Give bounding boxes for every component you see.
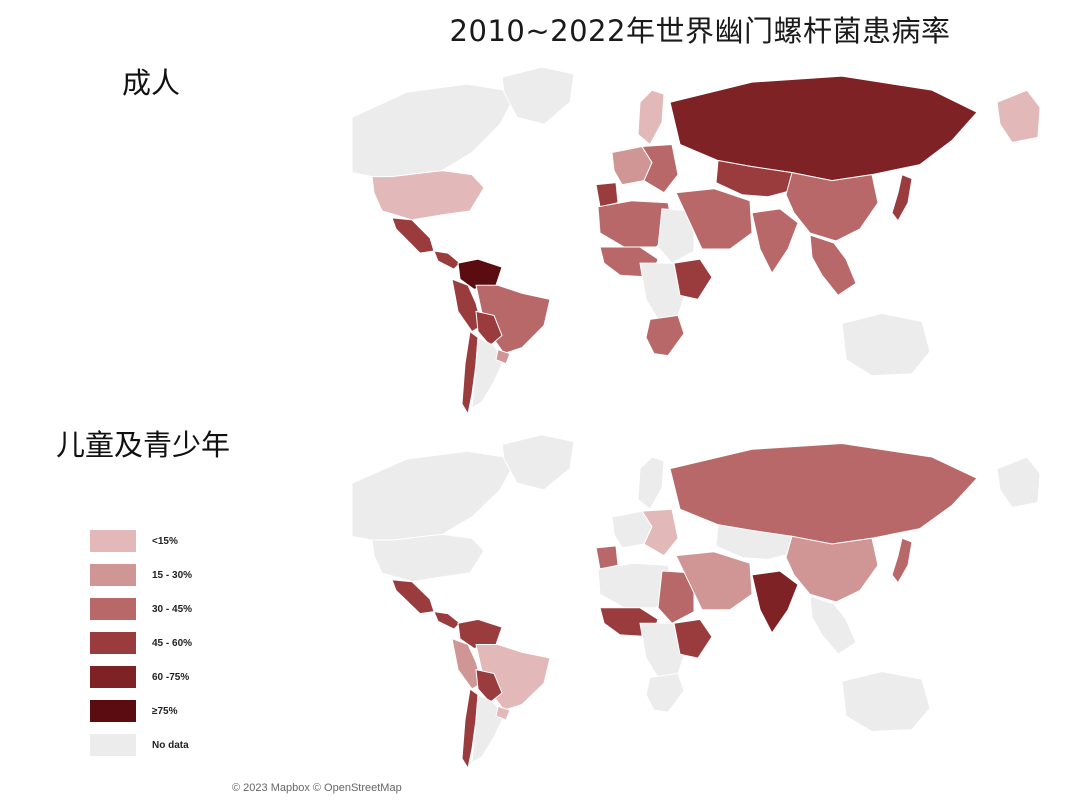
region-central-america[interactable] [433, 250, 461, 270]
legend-swatch [90, 530, 136, 552]
region-greenland[interactable] [501, 434, 575, 491]
legend-item-nodata: No data [90, 732, 240, 766]
region-usa[interactable] [371, 533, 485, 583]
legend-label: No data [152, 740, 189, 751]
region-japan[interactable] [891, 537, 913, 584]
legend-item-30-45: 30 - 45% [90, 596, 240, 630]
adult-prevalence-map[interactable] [232, 60, 1080, 424]
legend-item-60-75: 60 -75% [90, 664, 240, 698]
region-canada[interactable] [351, 450, 518, 541]
region-scandinavia[interactable] [637, 456, 665, 510]
legend-label: 45 - 60% [152, 638, 193, 649]
adult-map-label: 成人 [122, 66, 181, 100]
region-japan[interactable] [891, 173, 913, 222]
region-scandinavia[interactable] [637, 89, 665, 146]
legend-label: 15 - 30% [152, 570, 193, 581]
region-middle-east[interactable] [675, 188, 753, 250]
region-argentina[interactable] [471, 694, 505, 764]
legend-swatch [90, 666, 136, 688]
region-usa[interactable] [371, 170, 485, 221]
region-central-asia[interactable] [715, 159, 799, 198]
child-map-svg [351, 434, 1041, 770]
region-central-asia[interactable] [715, 524, 799, 560]
region-central-america[interactable] [433, 611, 461, 630]
region-southeast-asia[interactable] [809, 595, 857, 655]
legend-label: ≥75% [152, 706, 178, 717]
region-australia[interactable] [841, 312, 931, 377]
region-mexico[interactable] [391, 217, 435, 254]
adult-map-svg [351, 66, 1041, 416]
region-bolivia-paraguay[interactable] [475, 669, 503, 704]
region-eastern-europe[interactable] [641, 143, 679, 194]
region-uruguay[interactable] [495, 348, 511, 365]
region-alaska[interactable] [996, 456, 1041, 508]
region-alaska[interactable] [996, 89, 1041, 144]
legend-swatch [90, 598, 136, 620]
region-india[interactable] [751, 570, 799, 634]
region-russia[interactable] [669, 443, 978, 545]
region-eastern-europe[interactable] [641, 508, 679, 557]
region-canada[interactable] [351, 83, 518, 178]
region-argentina[interactable] [471, 336, 505, 409]
legend-swatch [90, 734, 136, 756]
region-middle-east[interactable] [675, 551, 753, 611]
legend-label: 30 - 45% [152, 604, 193, 615]
region-india[interactable] [751, 208, 799, 275]
region-australia[interactable] [841, 671, 931, 732]
region-china[interactable] [785, 172, 879, 242]
region-china[interactable] [785, 535, 879, 603]
legend-swatch [90, 564, 136, 586]
region-southern-africa[interactable] [645, 314, 685, 357]
legend-label: <15% [152, 536, 178, 547]
legend-swatch [90, 632, 136, 654]
region-uruguay[interactable] [495, 705, 511, 721]
region-russia[interactable] [669, 75, 978, 182]
map-attribution: © 2023 Mapbox © OpenStreetMap [232, 782, 402, 794]
region-iberia[interactable] [595, 182, 619, 208]
region-southeast-asia[interactable] [809, 234, 857, 296]
region-ethiopia[interactable] [673, 618, 713, 659]
legend-item-lt15: <15% [90, 528, 240, 562]
legend-item-45-60: 45 - 60% [90, 630, 240, 664]
chart-title: 2010~2022年世界幽门螺杆菌患病率 [449, 14, 951, 48]
child-prevalence-map[interactable] [232, 430, 1080, 780]
legend-label: 60 -75% [152, 672, 190, 683]
child-map-label: 儿童及青少年 [56, 428, 231, 462]
region-greenland[interactable] [501, 66, 575, 125]
region-southern-africa[interactable] [645, 672, 685, 713]
region-mexico[interactable] [391, 579, 435, 615]
legend-swatch [90, 700, 136, 722]
legend-item-ge75: ≥75% [90, 698, 240, 732]
region-iberia[interactable] [595, 545, 619, 570]
region-bolivia-paraguay[interactable] [475, 310, 503, 347]
legend-item-15-30: 15 - 30% [90, 562, 240, 596]
map-legend: <15% 15 - 30% 30 - 45% 45 - 60% 60 -75% ≥75% N… [90, 528, 240, 766]
region-ethiopia[interactable] [673, 258, 713, 300]
